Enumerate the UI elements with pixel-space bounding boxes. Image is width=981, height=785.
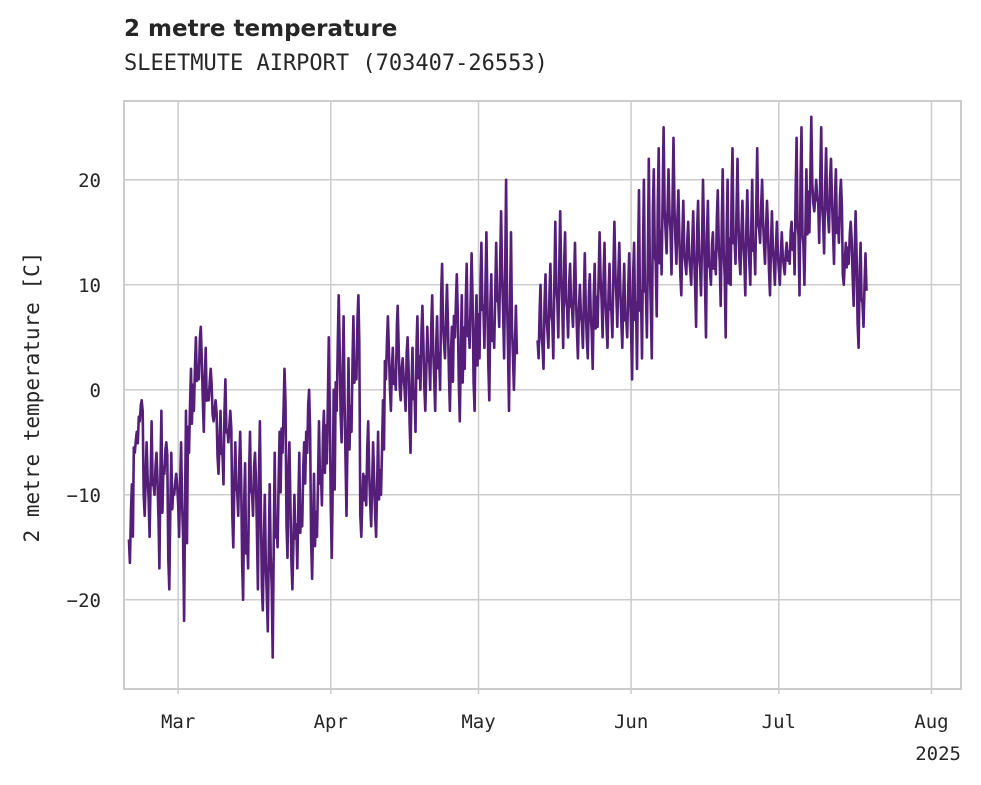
x-tick-label: Jun bbox=[614, 711, 648, 733]
plot-frame bbox=[123, 100, 962, 690]
y-tick-label: −20 bbox=[67, 590, 101, 612]
x-tick-label: Aug bbox=[914, 711, 948, 733]
y-axis-label: 2 metre temperature [C] bbox=[20, 252, 44, 543]
series-group bbox=[127, 115, 868, 659]
series-line bbox=[127, 178, 519, 659]
y-tick-label: 10 bbox=[78, 275, 101, 297]
x-tick-label: Apr bbox=[314, 711, 348, 733]
y-axis: −20 −10 0 10 20 bbox=[67, 170, 101, 612]
series-line bbox=[536, 115, 868, 381]
chart-title: 2 metre temperature bbox=[124, 16, 398, 42]
x-tick-label: Jul bbox=[762, 711, 796, 733]
chart-subtitle: SLEETMUTE AIRPORT (703407-26553) bbox=[124, 51, 548, 76]
x-tick-label: Mar bbox=[161, 711, 195, 733]
grid-lines bbox=[124, 101, 961, 689]
x-axis: Mar Apr May Jun Jul Aug bbox=[161, 689, 949, 733]
y-tick-label: −10 bbox=[67, 485, 101, 507]
y-tick-label: 20 bbox=[78, 170, 101, 192]
x-year-label: 2025 bbox=[915, 743, 961, 765]
y-tick-label: 0 bbox=[90, 380, 101, 402]
x-tick-label: May bbox=[461, 711, 495, 733]
